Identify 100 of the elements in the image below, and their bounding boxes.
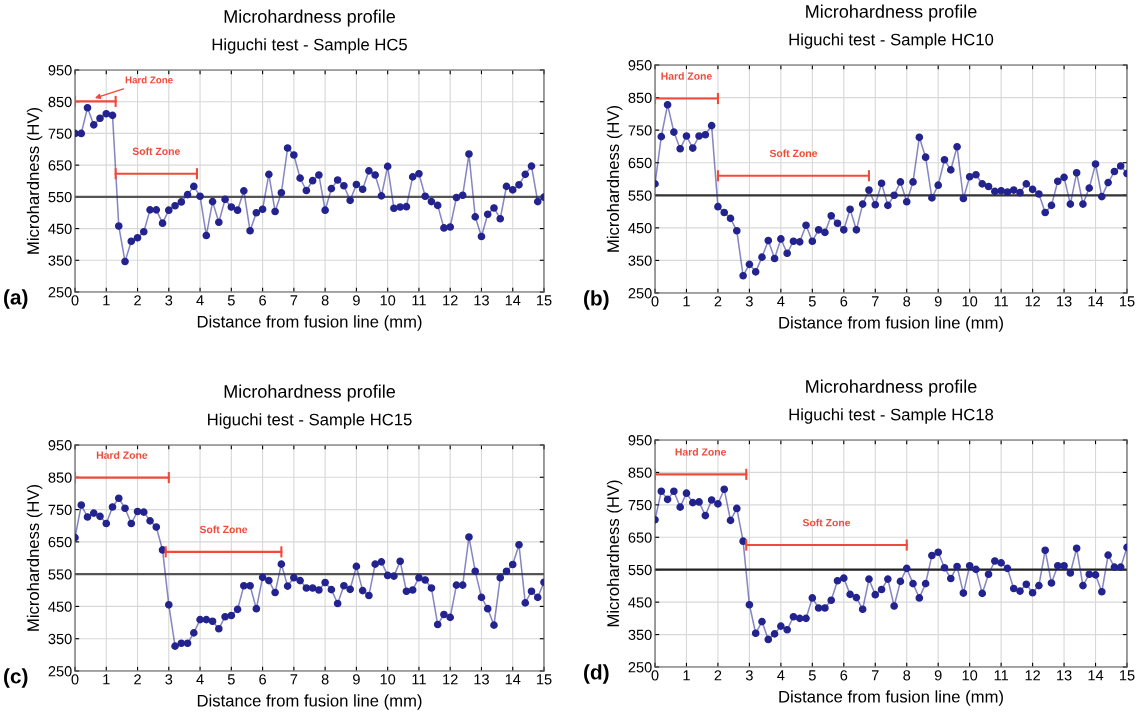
- series-label: Soft Zone: [132, 147, 180, 155]
- y-tick-label: 450: [48, 223, 72, 234]
- series-label: Soft Zone: [802, 518, 851, 527]
- x-tick-label: 6: [259, 674, 267, 685]
- x-tick-label: 10: [962, 670, 978, 681]
- series-label: Soft Zone: [199, 525, 248, 534]
- y-axis-title: Microhardness (HV): [606, 105, 623, 252]
- x-tick-label: 2: [714, 296, 722, 307]
- x-tick-label: 5: [808, 670, 816, 681]
- x-tick-label: 15: [1120, 296, 1135, 307]
- x-tick-label: 5: [227, 295, 235, 306]
- y-tick-label: 950: [628, 435, 652, 446]
- x-axis-title: Distance from fusion line (mm): [197, 694, 422, 710]
- x-tick-label: 6: [840, 296, 848, 307]
- y-tick-label: 950: [48, 440, 72, 451]
- x-tick-label: 13: [474, 674, 489, 685]
- chart-title: Microhardness profile: [806, 4, 977, 22]
- x-tick-label: 0: [651, 296, 659, 307]
- x-tick-label: 1: [683, 296, 690, 307]
- y-tick-label: 450: [628, 222, 652, 234]
- y-tick-label: 750: [48, 128, 72, 139]
- chart-subtitle: Higuchi test - Sample HC15: [208, 413, 412, 429]
- y-tick-label: 450: [628, 597, 652, 608]
- series-label: Hard Zone: [661, 72, 712, 80]
- x-tick-label: 10: [380, 295, 396, 306]
- x-tick-label: 8: [321, 295, 329, 306]
- x-tick-label: 3: [165, 674, 173, 685]
- y-axis-title: Microhardness (HV): [26, 107, 43, 254]
- y-tick-label: 550: [628, 564, 652, 576]
- y-tick-label: 350: [628, 255, 652, 266]
- y-tick-label: 650: [48, 160, 72, 171]
- x-tick-label: 12: [1025, 296, 1040, 307]
- chart-subtitle: Higuchi test - Sample HC5: [212, 38, 407, 54]
- y-tick-label: 550: [48, 191, 72, 203]
- x-tick-label: 13: [474, 295, 489, 306]
- x-tick-label: 1: [103, 674, 110, 685]
- y-tick-label: 850: [48, 472, 72, 483]
- x-tick-label: 7: [290, 674, 298, 685]
- x-tick-label: 0: [651, 670, 659, 681]
- chart-title: Microhardness profile: [224, 384, 396, 402]
- y-axis-title: Microhardness (HV): [26, 484, 43, 631]
- x-axis-title: Distance from fusion line (mm): [197, 315, 422, 331]
- chart-subtitle: Higuchi test - Sample HC18: [789, 408, 994, 424]
- x-tick-label: 13: [1057, 670, 1072, 681]
- y-tick-label: 350: [48, 255, 72, 266]
- y-axis-title: Microhardness (HV): [606, 480, 623, 627]
- x-tick-label: 14: [1088, 296, 1104, 307]
- y-tick-label: 650: [628, 157, 652, 169]
- x-tick-label: 4: [777, 296, 785, 307]
- x-tick-label: 5: [227, 674, 235, 685]
- x-tick-label: 0: [71, 674, 79, 685]
- x-tick-label: 12: [1025, 670, 1040, 681]
- y-tick-label: 850: [628, 467, 652, 478]
- y-tick-label: 350: [48, 633, 72, 645]
- x-tick-label: 5: [808, 296, 816, 307]
- x-tick-label: 14: [505, 674, 521, 685]
- x-tick-label: 3: [745, 670, 753, 681]
- y-tick-label: 950: [628, 60, 652, 71]
- x-tick-label: 1: [683, 670, 690, 681]
- y-tick-label: 850: [48, 96, 72, 108]
- x-tick-label: 7: [871, 296, 879, 307]
- text: (d): [584, 664, 609, 684]
- y-tick-label: 750: [628, 125, 652, 136]
- y-tick-label: 250: [48, 287, 72, 298]
- y-tick-label: 250: [628, 288, 652, 299]
- x-tick-label: 11: [994, 296, 1008, 307]
- x-tick-label: 3: [165, 295, 173, 306]
- x-tick-label: 14: [1088, 670, 1104, 681]
- series-label: Hard Zone: [96, 451, 148, 459]
- x-tick-label: 6: [840, 670, 848, 681]
- y-tick-label: 450: [48, 601, 72, 612]
- x-tick-label: 9: [353, 674, 360, 685]
- x-tick-label: 8: [321, 674, 329, 685]
- x-tick-label: 2: [134, 295, 141, 306]
- text: Hard Zone: [125, 76, 173, 84]
- x-tick-label: 15: [537, 674, 552, 685]
- x-tick-label: 0: [71, 295, 79, 306]
- y-tick-label: 850: [628, 92, 652, 103]
- x-tick-label: 8: [903, 670, 911, 681]
- x-tick-label: 15: [537, 295, 552, 306]
- x-tick-label: 9: [353, 295, 360, 306]
- x-tick-label: 2: [134, 674, 141, 685]
- x-tick-label: 3: [745, 296, 753, 307]
- text: (b): [584, 290, 609, 310]
- y-tick-label: 250: [628, 662, 652, 673]
- x-tick-label: 11: [412, 295, 426, 306]
- x-tick-label: 10: [962, 296, 978, 307]
- y-tick-label: 750: [48, 504, 72, 515]
- x-tick-label: 11: [412, 674, 426, 685]
- y-tick-label: 950: [48, 65, 72, 76]
- x-tick-label: 6: [259, 295, 267, 306]
- x-tick-label: 9: [934, 296, 942, 307]
- x-tick-label: 13: [1057, 296, 1072, 307]
- x-tick-label: 7: [290, 295, 298, 306]
- x-tick-label: 7: [871, 670, 879, 681]
- x-tick-label: 12: [443, 295, 458, 306]
- y-tick-label: 650: [628, 532, 652, 543]
- x-axis-title: Distance from fusion line (mm): [779, 316, 1003, 332]
- text: (c): [4, 668, 28, 688]
- series-label: Soft Zone: [769, 149, 818, 158]
